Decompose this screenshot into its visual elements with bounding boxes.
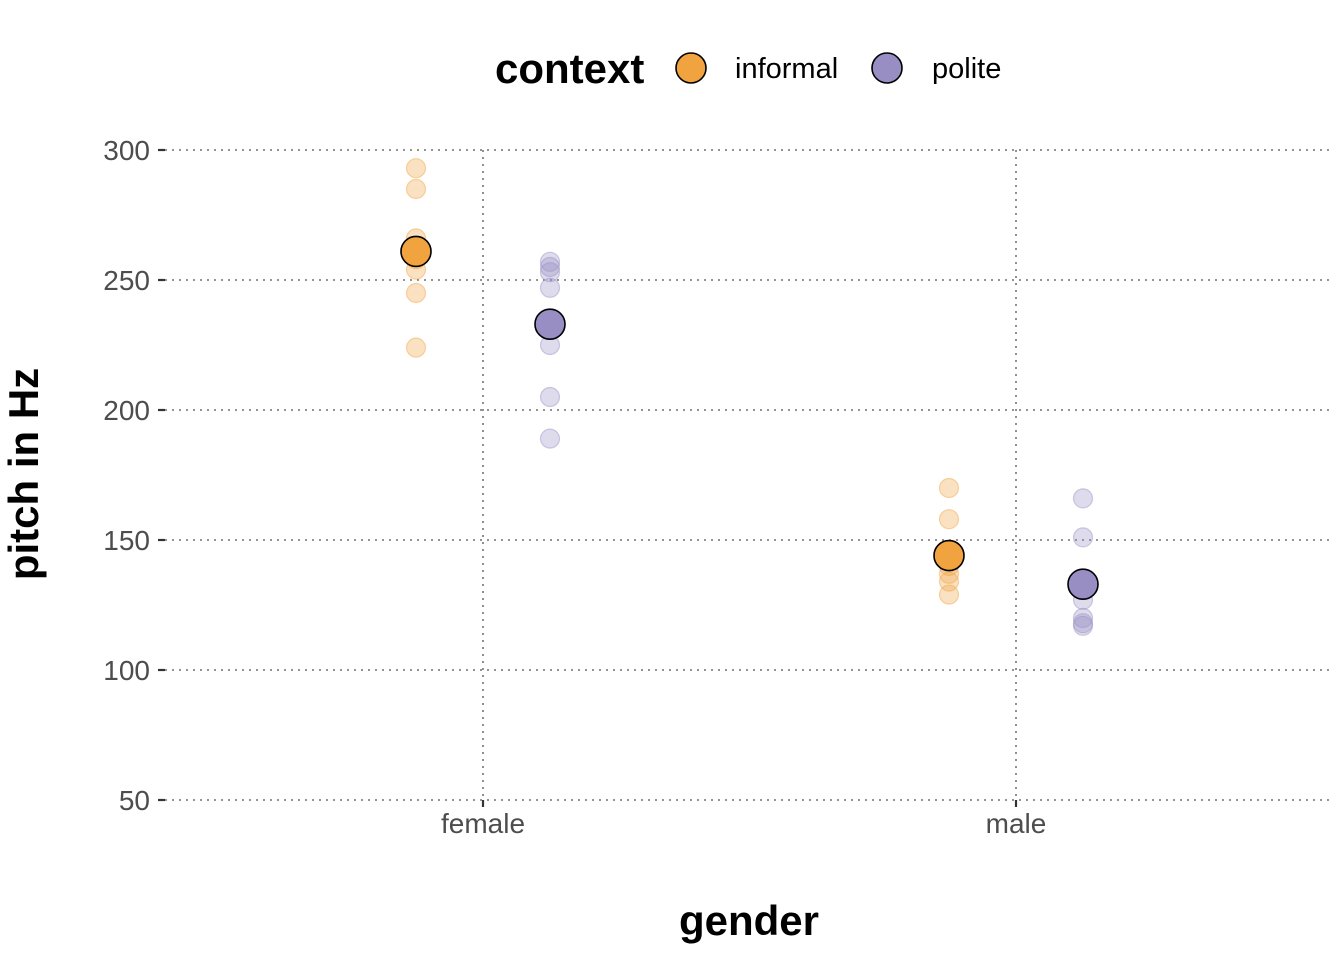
raw-point-polite-male xyxy=(1072,613,1094,634)
raw-point-polite-female xyxy=(539,277,561,298)
raw-point-polite-female xyxy=(539,386,561,408)
grid-layer xyxy=(165,149,1334,801)
raw-point-informal-male xyxy=(938,509,960,530)
x-tick-label-male: male xyxy=(986,808,1047,839)
axis-layer: 50 100 150 200 250 300 female male xyxy=(103,135,1046,839)
y-tick-label: 300 xyxy=(103,135,150,166)
raw-point-polite-female xyxy=(539,251,561,272)
legend: context informal polite xyxy=(495,45,1001,92)
raw-point-informal-female xyxy=(405,158,427,179)
raw-point-informal-male xyxy=(938,477,960,499)
y-tick-label: 250 xyxy=(103,265,150,296)
raw-point-polite-male xyxy=(1072,527,1094,548)
legend-key-informal xyxy=(675,52,707,84)
raw-point-polite-male xyxy=(1072,488,1094,509)
legend-title: context xyxy=(495,45,644,92)
raw-point-polite-female xyxy=(539,428,561,449)
x-axis-title: gender xyxy=(679,897,819,944)
mean-point-informal-female xyxy=(400,235,432,268)
mean-point-informal-male xyxy=(933,539,965,572)
raw-points-layer xyxy=(405,158,1094,636)
y-tick-label: 200 xyxy=(103,395,150,426)
mean-point-polite-male xyxy=(1067,568,1099,601)
y-tick-label: 100 xyxy=(103,655,150,686)
raw-point-informal-female xyxy=(405,337,427,358)
raw-point-polite-male xyxy=(1072,615,1094,636)
raw-point-informal-male xyxy=(938,571,960,592)
raw-point-polite-female xyxy=(539,256,561,278)
raw-point-informal-female xyxy=(405,178,427,200)
mean-points-layer xyxy=(400,235,1099,601)
raw-point-informal-female xyxy=(405,282,427,304)
mean-point-polite-female xyxy=(534,308,566,341)
raw-point-informal-male xyxy=(938,584,960,605)
legend-key-polite xyxy=(871,52,903,84)
legend-label-polite: polite xyxy=(932,53,1001,85)
raw-point-polite-female xyxy=(539,262,561,283)
legend-label-informal: informal xyxy=(735,53,838,85)
y-tick-label: 150 xyxy=(103,525,150,556)
raw-point-polite-male xyxy=(1072,607,1094,629)
x-tick-label-female: female xyxy=(441,808,525,839)
y-axis-title: pitch in Hz xyxy=(0,368,47,580)
y-tick-label: 50 xyxy=(119,785,150,816)
